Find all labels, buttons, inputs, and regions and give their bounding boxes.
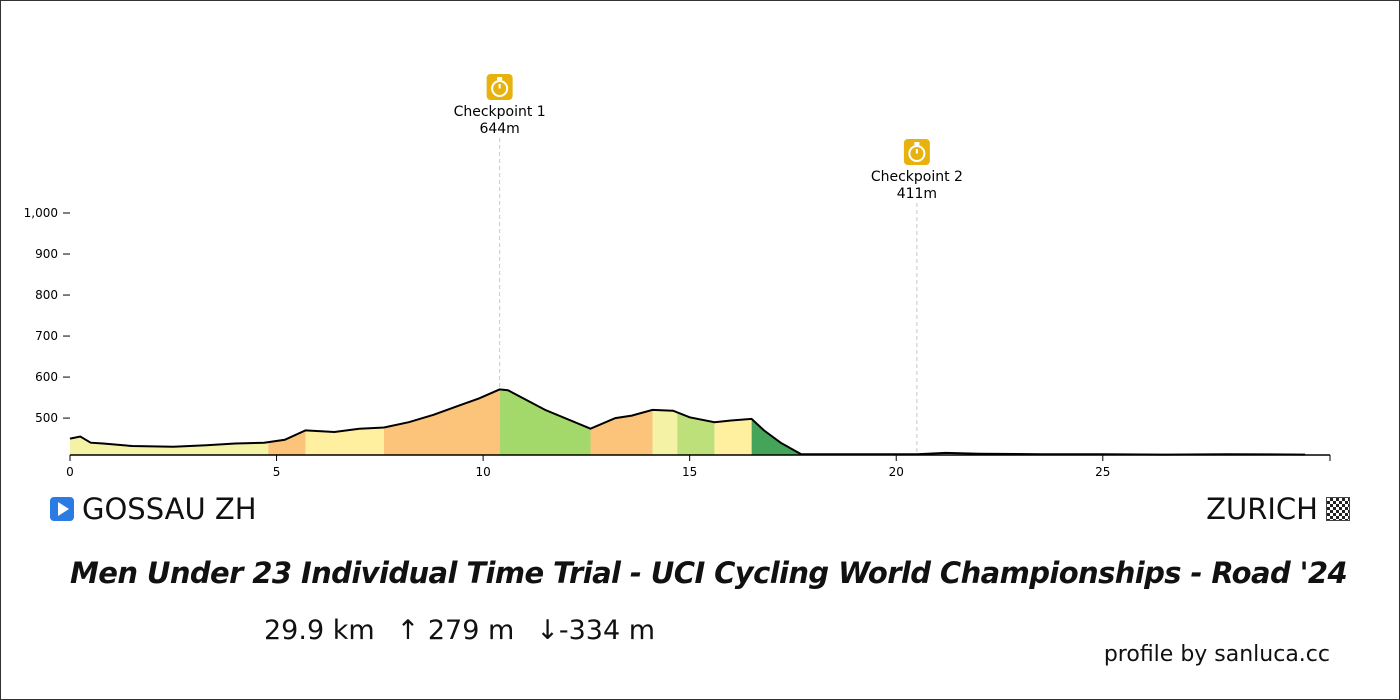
gradient-segment — [751, 389, 802, 455]
gradient-segments — [70, 389, 802, 455]
gradient-segment — [383, 389, 500, 455]
y-tick-label: 900 — [35, 247, 58, 261]
checkpoint-name: Checkpoint 1 — [454, 104, 546, 120]
gradient-segment — [268, 389, 306, 455]
y-tick-label: 800 — [35, 288, 58, 302]
play-icon — [50, 497, 74, 521]
x-tick-label: 20 — [889, 465, 904, 479]
finish-label: ZURICH — [1206, 492, 1318, 526]
finish-location: ZURICH — [1206, 492, 1350, 526]
distance-stat: 29.9 km — [264, 615, 375, 646]
gradient-segment — [590, 389, 653, 455]
checkpoint-elevation: 644m — [479, 121, 519, 137]
gradient-segment — [70, 389, 269, 455]
gradient-segment — [714, 389, 752, 455]
y-tick-label: 500 — [35, 411, 58, 425]
start-location: GOSSAU ZH — [50, 492, 257, 526]
stopwatch-icon — [486, 74, 513, 100]
checkpoint-name: Checkpoint 2 — [871, 169, 963, 185]
profile-outline — [69, 388, 1306, 456]
x-tick-label: 15 — [682, 465, 697, 479]
x-tick-label: 0 — [66, 465, 74, 479]
start-label: GOSSAU ZH — [82, 492, 257, 526]
gradient-segment — [305, 389, 384, 455]
y-tick-label: 1,000 — [24, 206, 58, 220]
x-axis: 0 5 10 15 20 25 — [66, 455, 1331, 479]
checkpoint-elevation: 411m — [897, 186, 937, 202]
gradient-segment — [652, 389, 678, 455]
route-stats: 29.9 km ↑ 279 m ↓-334 m — [264, 615, 655, 646]
x-tick-label: 5 — [273, 465, 281, 479]
y-tick-label: 700 — [35, 329, 58, 343]
x-tick-label: 25 — [1095, 465, 1110, 479]
y-axis: 500 600 700 800 900 1,000 — [24, 206, 70, 425]
checkpoint-lines — [499, 138, 918, 455]
race-title: Men Under 23 Individual Time Trial - UCI… — [70, 556, 1348, 590]
y-tick-label: 600 — [35, 370, 58, 384]
stopwatch-icon — [903, 139, 930, 165]
x-tick-label: 10 — [475, 465, 490, 479]
gradient-segment — [499, 389, 591, 455]
checkered-flag-icon — [1326, 497, 1350, 521]
credit-text: profile by sanluca.cc — [1103, 642, 1330, 667]
descent-stat: ↓-334 m — [536, 615, 656, 646]
ascent-stat: ↑ 279 m — [396, 615, 515, 646]
gradient-segment — [677, 389, 715, 455]
